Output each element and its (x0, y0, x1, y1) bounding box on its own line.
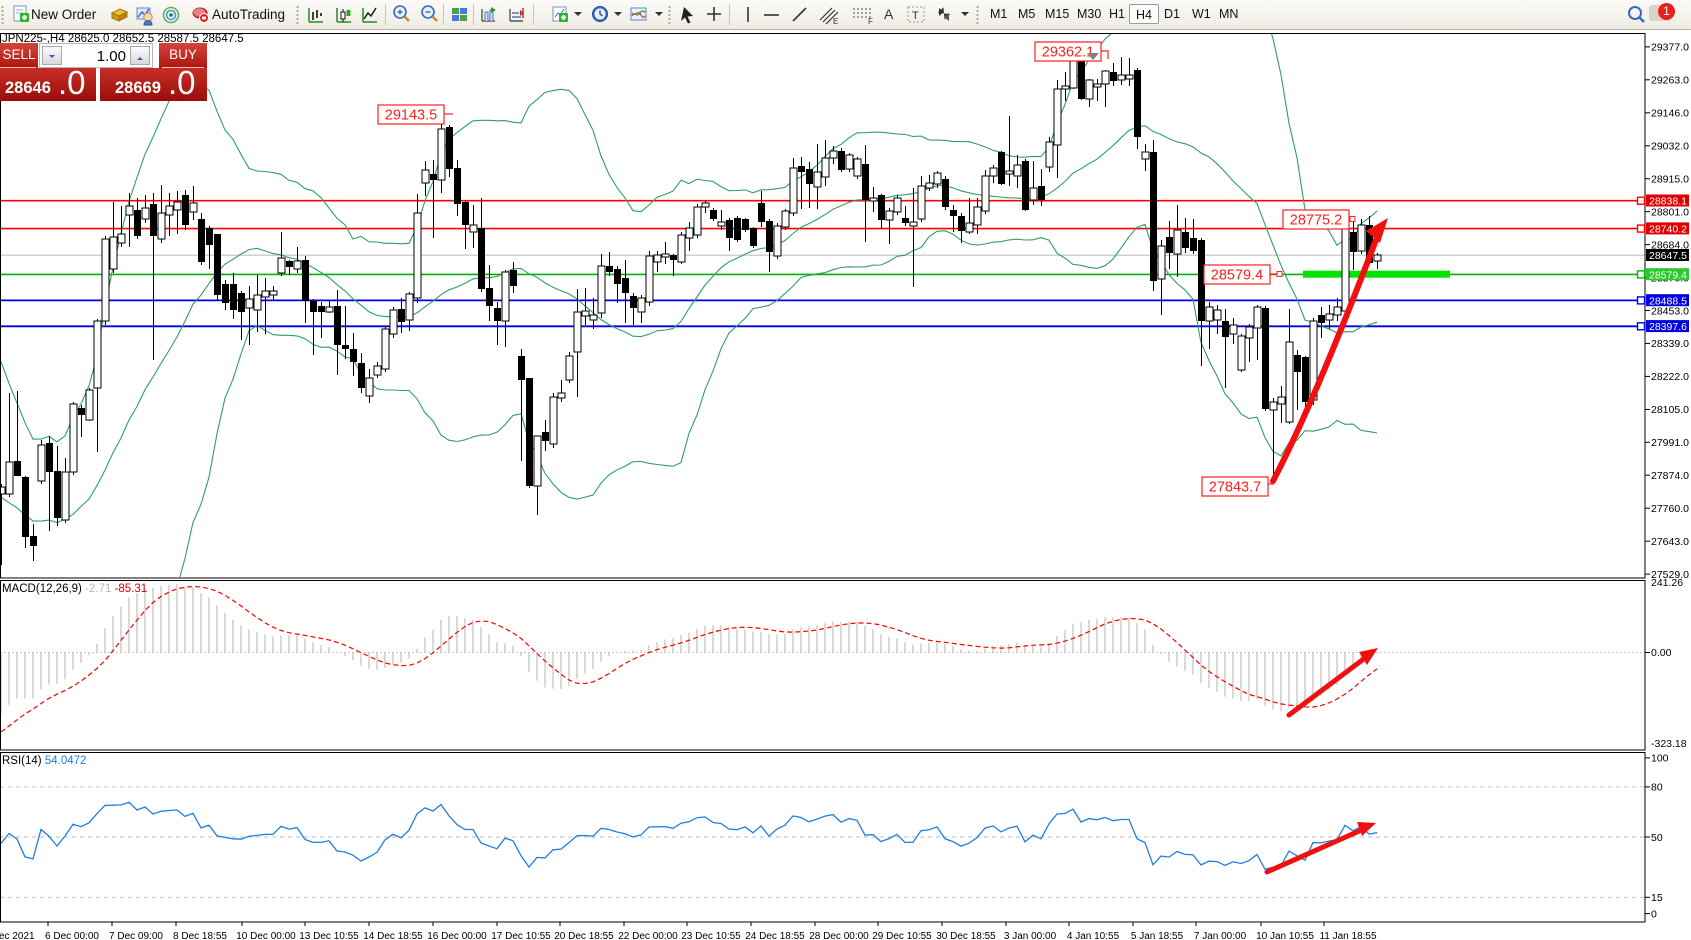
svg-text:27843.7: 27843.7 (1209, 480, 1261, 496)
svg-text:28775.2: 28775.2 (1290, 213, 1342, 229)
svg-text:E: E (833, 17, 838, 26)
svg-text:F: F (868, 17, 873, 26)
svg-text:0.00: 0.00 (1651, 647, 1672, 659)
svg-text:T: T (912, 10, 919, 22)
svg-text:28222.0: 28222.0 (1651, 371, 1689, 383)
svg-text:0: 0 (1651, 908, 1657, 920)
svg-text:27874.0: 27874.0 (1651, 470, 1689, 482)
svg-text:7 Jan 00:00: 7 Jan 00:00 (1194, 931, 1247, 940)
svg-text:5 Jan 18:55: 5 Jan 18:55 (1131, 931, 1184, 940)
svg-text:20 Dec 18:55: 20 Dec 18:55 (554, 931, 614, 940)
svg-text:6 Dec 00:00: 6 Dec 00:00 (45, 931, 99, 940)
svg-text:24 Dec 18:55: 24 Dec 18:55 (745, 931, 805, 940)
svg-text:-323.18: -323.18 (1651, 738, 1687, 750)
svg-text:241.26: 241.26 (1651, 577, 1683, 589)
svg-text:28579.4: 28579.4 (1211, 268, 1263, 284)
svg-text:28453.0: 28453.0 (1651, 305, 1689, 317)
svg-text:MACD(12,26,9) -2.71 -85.31: MACD(12,26,9) -2.71 -85.31 (2, 583, 147, 595)
svg-text:22 Dec 00:00: 22 Dec 00:00 (618, 931, 678, 940)
svg-text:15: 15 (1651, 892, 1663, 904)
svg-text:27991.0: 27991.0 (1651, 437, 1689, 449)
svg-text:29263.0: 29263.0 (1651, 75, 1689, 87)
svg-text:3 Dec 2021: 3 Dec 2021 (0, 931, 35, 940)
svg-text:10 Jan 10:55: 10 Jan 10:55 (1256, 931, 1314, 940)
svg-text:28684.0: 28684.0 (1651, 239, 1689, 251)
svg-text:29032.0: 29032.0 (1651, 141, 1689, 153)
svg-text:100: 100 (1651, 753, 1669, 765)
svg-text:28647.5: 28647.5 (1649, 250, 1687, 262)
svg-text:11 Jan 18:55: 11 Jan 18:55 (1319, 931, 1377, 940)
svg-text:28105.0: 28105.0 (1651, 404, 1689, 416)
svg-text:7 Dec 09:00: 7 Dec 09:00 (109, 931, 163, 940)
svg-text:4 Jan 10:55: 4 Jan 10:55 (1067, 931, 1120, 940)
svg-text:JPN225-,H4 28625.0 28652.5 28: JPN225-,H4 28625.0 28652.5 28587.5 28647… (2, 33, 244, 45)
svg-text:RSI(14) 54.0472: RSI(14) 54.0472 (2, 755, 86, 767)
svg-text:29 Dec 10:55: 29 Dec 10:55 (872, 931, 932, 940)
svg-text:29377.0: 29377.0 (1651, 42, 1689, 54)
svg-text:27643.0: 27643.0 (1651, 536, 1689, 548)
svg-text:10 Dec 00:00: 10 Dec 00:00 (236, 931, 296, 940)
svg-text:17 Dec 10:55: 17 Dec 10:55 (491, 931, 551, 940)
svg-text:3 Jan 00:00: 3 Jan 00:00 (1004, 931, 1057, 940)
svg-text:27529.0: 27529.0 (1651, 569, 1689, 581)
svg-text:28740.2: 28740.2 (1649, 224, 1687, 236)
svg-text:29362.1: 29362.1 (1042, 45, 1094, 61)
svg-text:28838.1: 28838.1 (1649, 196, 1687, 208)
svg-text:28488.5: 28488.5 (1649, 295, 1687, 307)
svg-text:28 Dec 00:00: 28 Dec 00:00 (809, 931, 869, 940)
svg-text:27760.0: 27760.0 (1651, 503, 1689, 515)
svg-text:28397.6: 28397.6 (1649, 321, 1687, 333)
svg-text:29143.5: 29143.5 (385, 108, 437, 124)
svg-text:28579.4: 28579.4 (1649, 269, 1687, 281)
svg-text:30 Dec 18:55: 30 Dec 18:55 (936, 931, 996, 940)
svg-text:16 Dec 00:00: 16 Dec 00:00 (427, 931, 487, 940)
svg-text:23 Dec 10:55: 23 Dec 10:55 (681, 931, 741, 940)
svg-text:28339.0: 28339.0 (1651, 338, 1689, 350)
svg-text:80: 80 (1651, 782, 1663, 794)
svg-text:28801.0: 28801.0 (1651, 207, 1689, 219)
svg-text:50: 50 (1651, 832, 1663, 844)
svg-text:8 Dec 18:55: 8 Dec 18:55 (173, 931, 227, 940)
svg-text:29146.0: 29146.0 (1651, 108, 1689, 120)
svg-text:13 Dec 10:55: 13 Dec 10:55 (299, 931, 359, 940)
svg-text:28915.0: 28915.0 (1651, 174, 1689, 186)
svg-text:14 Dec 18:55: 14 Dec 18:55 (363, 931, 423, 940)
